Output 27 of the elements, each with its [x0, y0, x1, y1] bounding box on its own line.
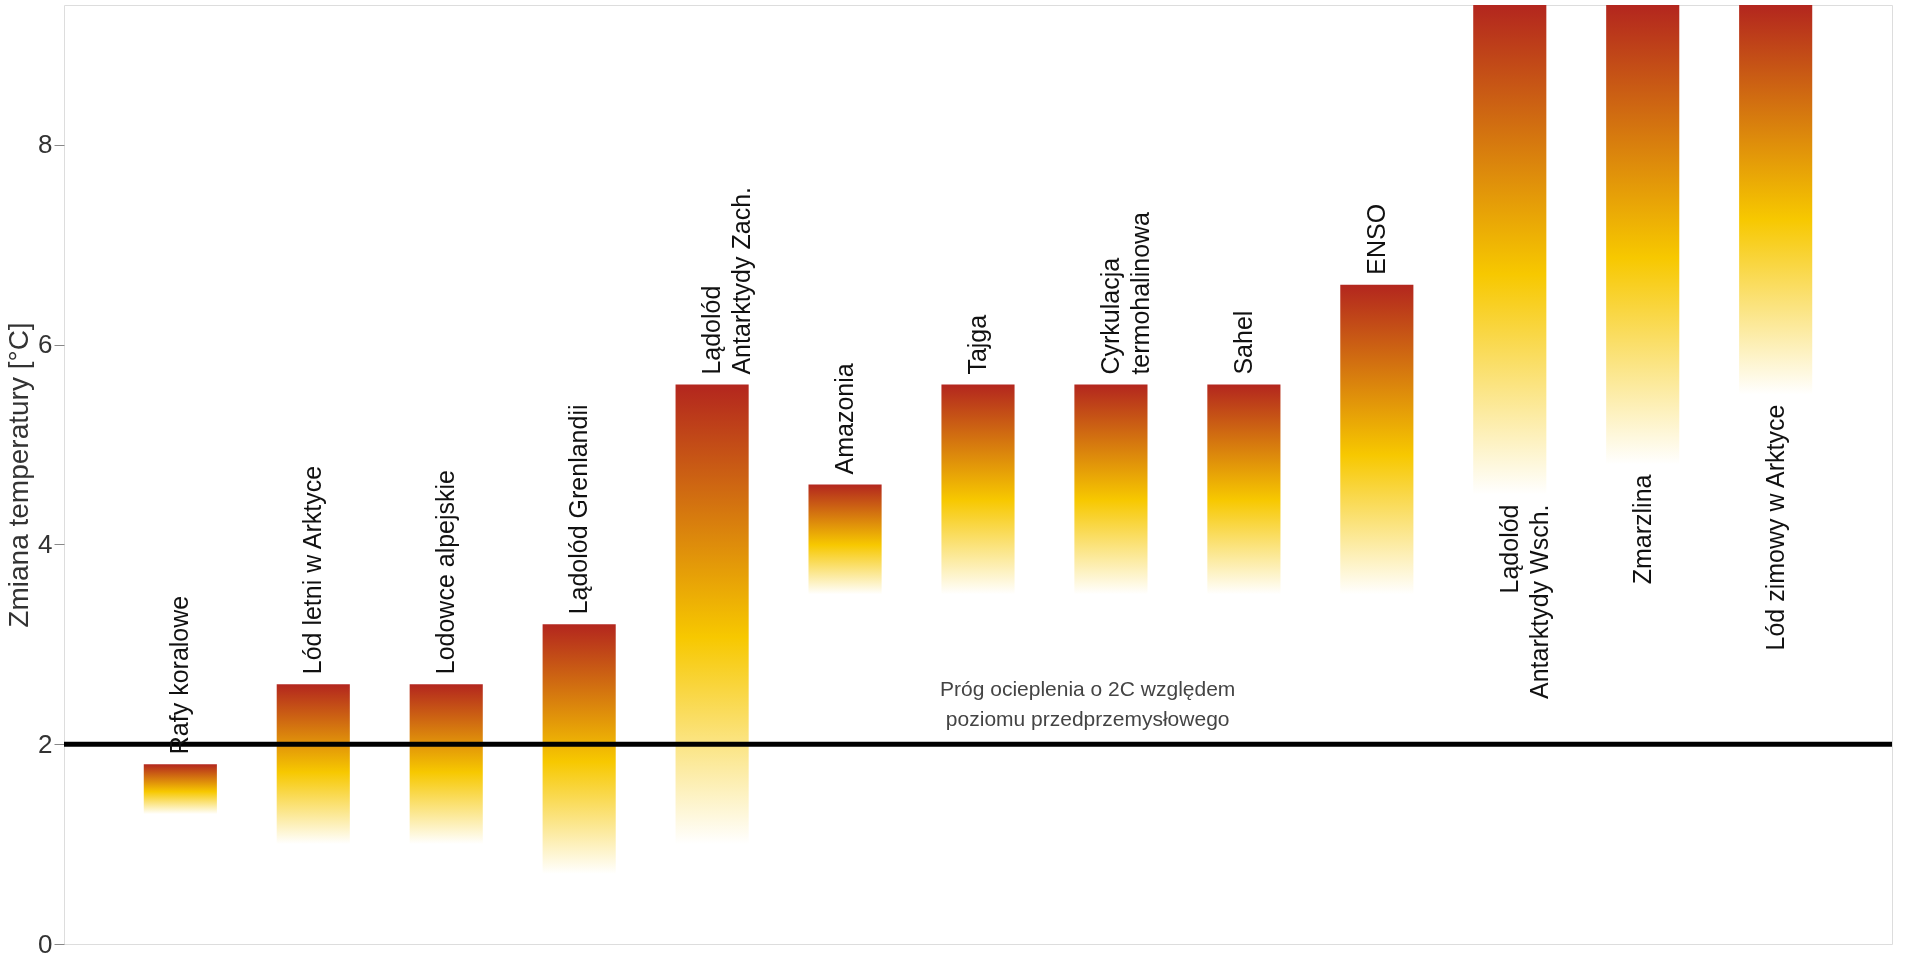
y-tick-label: 2	[38, 728, 53, 759]
ref-line-label: Próg ocieplenia o 2C względem poziomu przedprzemysłowego	[940, 677, 1236, 731]
x-tick-label: Lądolód Antarktydy Wsch.	[1494, 504, 1553, 699]
bar	[542, 624, 616, 875]
x-tick-label: Lądolód Grenlandii	[564, 404, 593, 615]
bar	[409, 684, 483, 845]
bar	[1207, 384, 1281, 595]
x-tick-label: Lód letni w Arktyce	[298, 465, 327, 675]
bar	[143, 764, 217, 815]
bar	[941, 384, 1015, 595]
x-tick-label: Amazonia	[830, 363, 859, 475]
y-tick-label: 4	[38, 528, 53, 559]
x-tick-label: Lądolód Antarktydy Zach.	[697, 187, 756, 375]
bar	[1074, 384, 1148, 595]
y-tick-label: 8	[38, 129, 53, 160]
x-tick-label: Lodowce alpejskie	[431, 469, 460, 675]
x-tick-label: Tajga	[963, 314, 991, 375]
bar	[276, 684, 350, 845]
y-tick-label: 6	[38, 329, 53, 360]
x-tick-label: Lód zimowy w Arktyce	[1760, 404, 1789, 651]
y-axis-title: Zmiana temperatury [°C]	[3, 322, 35, 628]
x-tick-label: Zmarzlina	[1627, 474, 1656, 585]
y-tick-label: 0	[38, 928, 53, 959]
x-tick-label: Sahel	[1228, 310, 1257, 375]
bar	[808, 484, 882, 595]
x-tick-label: Cyrkulacja termohalinowa	[1095, 211, 1154, 375]
x-tick-label: ENSO	[1361, 203, 1390, 275]
